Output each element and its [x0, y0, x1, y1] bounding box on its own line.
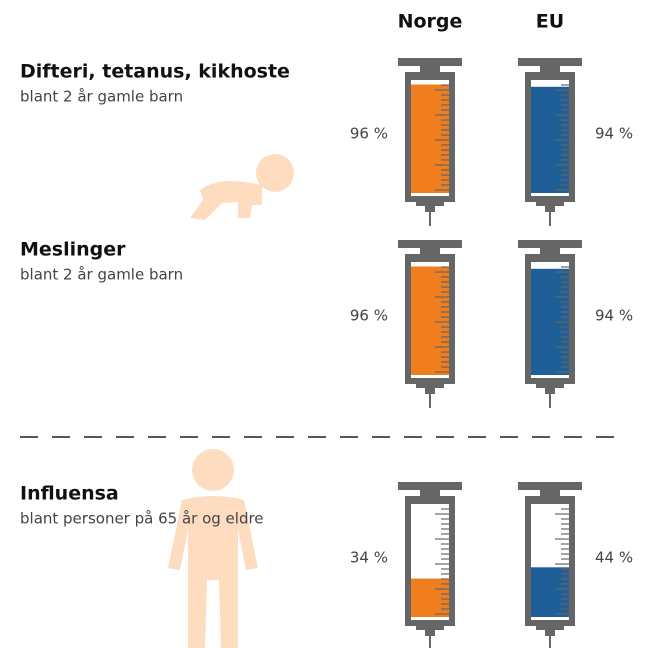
- row-subtitle: blant personer på 65 år og eldre: [20, 510, 264, 528]
- hub: [536, 199, 564, 206]
- column-header: EU: [536, 11, 564, 33]
- plunger-rod: [420, 248, 440, 258]
- plunger-cap: [518, 58, 582, 66]
- fill-level: [411, 578, 449, 617]
- hub-neck: [425, 630, 435, 636]
- hub: [536, 623, 564, 630]
- hub-neck: [425, 388, 435, 394]
- value-label: 96 %: [350, 125, 388, 143]
- hub: [416, 199, 444, 206]
- plunger-cap: [518, 240, 582, 248]
- hub: [416, 623, 444, 630]
- plunger-rod: [420, 490, 440, 500]
- fill-level: [411, 266, 449, 375]
- row-title: Difteri, tetanus, kikhoste: [20, 61, 290, 83]
- row-subtitle: blant 2 år gamle barn: [20, 88, 183, 106]
- plunger-rod: [540, 66, 560, 76]
- row-title: Influensa: [20, 483, 119, 505]
- piston: [411, 501, 449, 504]
- piston: [531, 77, 569, 80]
- plunger-rod: [540, 490, 560, 500]
- row-title: Meslinger: [20, 239, 126, 261]
- plunger-cap: [518, 482, 582, 490]
- plunger-cap: [398, 240, 462, 248]
- value-label: 44 %: [595, 549, 633, 567]
- row-subtitle: blant 2 år gamle barn: [20, 266, 183, 284]
- piston: [531, 501, 569, 504]
- plunger-rod: [540, 248, 560, 258]
- value-label: 94 %: [595, 125, 633, 143]
- hub-neck: [545, 388, 555, 394]
- column-header: Norge: [398, 11, 463, 33]
- hub: [536, 381, 564, 388]
- value-label: 34 %: [350, 549, 388, 567]
- fill-level: [411, 84, 449, 193]
- silhouettes: [168, 154, 294, 648]
- piston: [531, 259, 569, 262]
- plunger-cap: [398, 482, 462, 490]
- value-label: 96 %: [350, 307, 388, 325]
- piston: [411, 77, 449, 80]
- hub-neck: [545, 206, 555, 212]
- hub-neck: [425, 206, 435, 212]
- plunger-rod: [420, 66, 440, 76]
- hub: [416, 381, 444, 388]
- hub-neck: [545, 630, 555, 636]
- plunger-cap: [398, 58, 462, 66]
- value-label: 94 %: [595, 307, 633, 325]
- piston: [411, 259, 449, 262]
